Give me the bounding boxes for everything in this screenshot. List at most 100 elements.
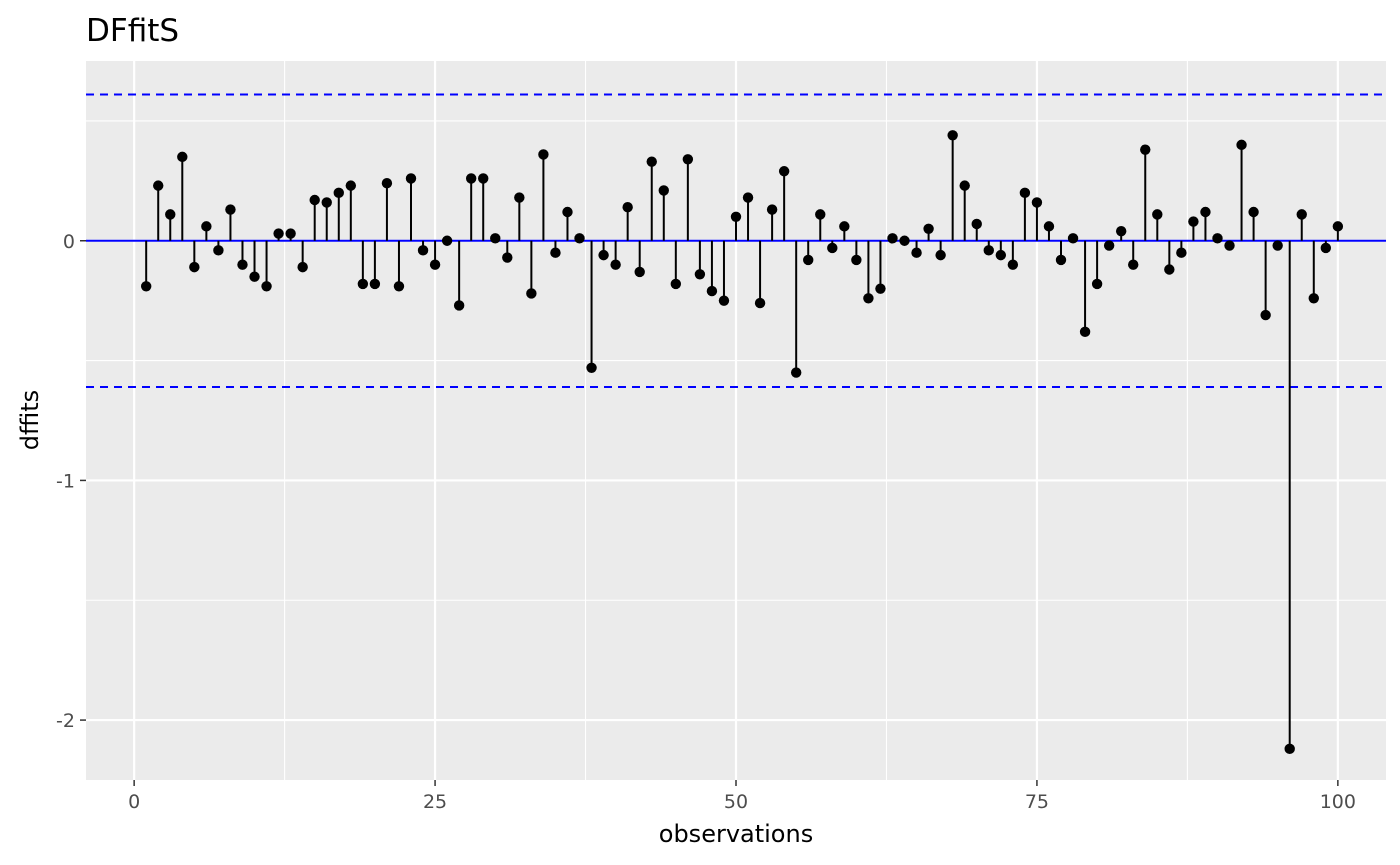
data-point [598, 249, 609, 261]
data-point [947, 130, 958, 141]
data-point [983, 245, 994, 256]
data-point [1055, 254, 1067, 266]
data-point [357, 278, 369, 290]
data-point [839, 221, 850, 232]
data-point [140, 281, 152, 292]
data-point [1140, 144, 1151, 155]
data-point [706, 285, 718, 297]
data-point [1212, 233, 1223, 244]
data-point [1007, 259, 1019, 270]
data-point [863, 293, 874, 304]
x-tick-label: 25 [423, 791, 447, 813]
data-point [237, 259, 248, 270]
data-point [201, 221, 212, 232]
data-point [887, 233, 898, 244]
data-point [742, 192, 754, 203]
data-point [1164, 264, 1175, 275]
data-point [345, 180, 357, 191]
data-point [177, 151, 188, 163]
data-point [1296, 209, 1307, 220]
data-point [935, 249, 946, 261]
data-point [490, 233, 501, 244]
x-axis-ticks: 0 25 50 75 100 [128, 780, 1356, 813]
data-point [405, 173, 417, 184]
data-point [658, 185, 669, 196]
stems [145, 135, 1339, 749]
data-point [189, 261, 200, 273]
data-point [1284, 743, 1295, 755]
data-point [297, 261, 308, 273]
data-point [1248, 206, 1259, 218]
data-point [165, 209, 176, 220]
data-point [538, 149, 549, 160]
data-point [730, 211, 742, 222]
data-point [1200, 206, 1211, 218]
x-tick-label: 50 [724, 791, 748, 813]
data-point [213, 245, 224, 256]
data-point [803, 254, 814, 266]
data-point [995, 249, 1007, 261]
data-point [670, 278, 682, 290]
data-point [225, 204, 236, 215]
data-point [815, 209, 826, 220]
data-point [333, 187, 344, 199]
data-point [1308, 293, 1319, 304]
data-point [153, 180, 164, 191]
data-point [610, 259, 621, 270]
data-point [1043, 221, 1055, 232]
y-tick-label: -1 [56, 470, 75, 492]
data-point [562, 206, 573, 218]
data-point [911, 247, 922, 258]
data-point [417, 245, 429, 256]
data-point [682, 154, 694, 165]
y-axis-ticks: -2 -1 0 [56, 231, 86, 732]
y-tick-label: 0 [63, 231, 75, 253]
data-point [971, 218, 982, 230]
data-point [718, 295, 730, 306]
data-point [899, 235, 910, 246]
data-point [526, 288, 537, 299]
data-point [646, 156, 657, 167]
data-point [1236, 139, 1247, 151]
y-tick-label: -2 [56, 710, 75, 732]
data-point [465, 173, 477, 184]
data-point [790, 367, 802, 378]
data-point [851, 254, 862, 266]
data-point [514, 192, 525, 203]
data-point [923, 223, 934, 234]
x-tick-label: 75 [1025, 791, 1049, 813]
data-point [381, 178, 393, 189]
data-point [959, 180, 970, 191]
data-point [754, 297, 766, 309]
data-point [634, 266, 645, 278]
data-point [453, 300, 465, 311]
data-point [1320, 242, 1332, 254]
data-point [1332, 221, 1344, 232]
data-point [1224, 240, 1235, 251]
data-point [766, 204, 778, 215]
chart-title: DFfitS [86, 13, 179, 49]
x-axis-title: observations [659, 820, 813, 848]
data-point [574, 233, 585, 244]
data-point [249, 271, 260, 282]
data-point [261, 281, 272, 292]
data-point [1079, 326, 1091, 338]
data-point [1260, 309, 1271, 321]
data-point [1152, 209, 1163, 220]
data-point [1067, 233, 1079, 244]
data-point [622, 201, 633, 213]
data-point [309, 194, 320, 206]
data-point [1019, 187, 1031, 199]
threshold-lines [86, 93, 1386, 388]
points [140, 130, 1344, 755]
data-point [1031, 197, 1043, 208]
data-point [1272, 240, 1283, 251]
data-point [1103, 240, 1115, 251]
data-point [273, 228, 284, 239]
data-point [441, 235, 453, 246]
data-point [285, 228, 296, 239]
data-point [502, 252, 513, 263]
data-point [586, 362, 597, 373]
data-point [369, 278, 381, 290]
x-tick-label: 100 [1320, 791, 1356, 813]
